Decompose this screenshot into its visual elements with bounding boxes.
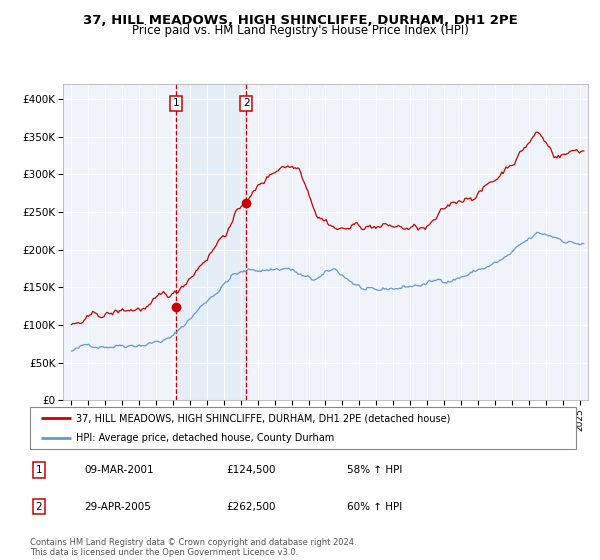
Text: Price paid vs. HM Land Registry's House Price Index (HPI): Price paid vs. HM Land Registry's House … [131,24,469,37]
Bar [176,84,247,400]
Text: Contains HM Land Registry data © Crown copyright and database right 2024.
This d: Contains HM Land Registry data © Crown c… [30,538,356,557]
Text: 09-MAR-2001: 09-MAR-2001 [85,465,154,475]
Text: 2: 2 [243,98,250,108]
Text: £124,500: £124,500 [227,465,276,475]
Text: 60% ↑ HPI: 60% ↑ HPI [347,502,402,511]
Text: 1: 1 [173,98,179,108]
Text: £262,500: £262,500 [227,502,276,511]
Text: HPI: Average price, detached house, County Durham: HPI: Average price, detached house, Coun… [76,433,335,443]
Text: 37, HILL MEADOWS, HIGH SHINCLIFFE, DURHAM, DH1 2PE (detached house): 37, HILL MEADOWS, HIGH SHINCLIFFE, DURHA… [76,413,451,423]
Text: 2: 2 [35,502,42,511]
Text: 37, HILL MEADOWS, HIGH SHINCLIFFE, DURHAM, DH1 2PE: 37, HILL MEADOWS, HIGH SHINCLIFFE, DURHA… [83,14,517,27]
Text: 58% ↑ HPI: 58% ↑ HPI [347,465,402,475]
Text: 29-APR-2005: 29-APR-2005 [85,502,151,511]
Text: 1: 1 [35,465,42,475]
FancyBboxPatch shape [30,407,576,449]
